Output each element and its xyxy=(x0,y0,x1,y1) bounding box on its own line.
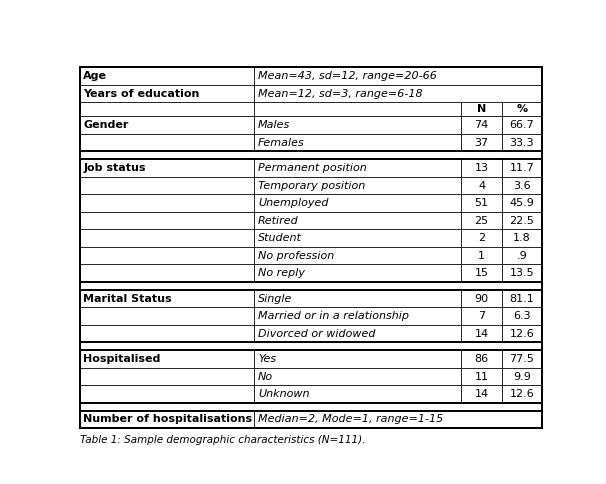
Text: 1: 1 xyxy=(478,251,485,261)
Text: Hospitalised: Hospitalised xyxy=(83,354,161,364)
Text: 11.7: 11.7 xyxy=(510,163,534,173)
Text: 1.8: 1.8 xyxy=(513,233,531,243)
Text: 74: 74 xyxy=(474,120,488,130)
Text: No: No xyxy=(258,372,273,381)
Text: Mean=43, sd=12, range=20-66: Mean=43, sd=12, range=20-66 xyxy=(258,71,437,81)
Text: Age: Age xyxy=(83,71,107,81)
Text: 51: 51 xyxy=(474,198,488,208)
Text: Permanent position: Permanent position xyxy=(258,163,367,173)
Text: Table 1: Sample demographic characteristics (N=111).: Table 1: Sample demographic characterist… xyxy=(79,435,365,445)
Text: Females: Females xyxy=(258,138,305,148)
Text: 14: 14 xyxy=(474,389,488,399)
Text: Years of education: Years of education xyxy=(83,89,199,99)
Text: Yes: Yes xyxy=(258,354,276,364)
Text: 13: 13 xyxy=(474,163,488,173)
Text: Males: Males xyxy=(258,120,290,130)
Text: Number of hospitalisations: Number of hospitalisations xyxy=(83,414,252,424)
Text: Job status: Job status xyxy=(83,163,146,173)
Text: No reply: No reply xyxy=(258,268,305,278)
Text: 37: 37 xyxy=(474,138,488,148)
Text: Unknown: Unknown xyxy=(258,389,310,399)
Text: Single: Single xyxy=(258,294,292,303)
Text: %: % xyxy=(516,105,527,114)
Text: 77.5: 77.5 xyxy=(510,354,534,364)
Text: 90: 90 xyxy=(474,294,488,303)
Text: 66.7: 66.7 xyxy=(510,120,534,130)
Text: 15: 15 xyxy=(474,268,488,278)
Text: Unemployed: Unemployed xyxy=(258,198,328,208)
Text: 2: 2 xyxy=(478,233,485,243)
Text: 14: 14 xyxy=(474,329,488,339)
Text: 45.9: 45.9 xyxy=(510,198,534,208)
Text: .9: .9 xyxy=(516,251,527,261)
Text: Student: Student xyxy=(258,233,302,243)
Text: 6.3: 6.3 xyxy=(513,311,531,321)
Text: Median=2, Mode=1, range=1-15: Median=2, Mode=1, range=1-15 xyxy=(258,414,443,424)
Text: Retired: Retired xyxy=(258,216,299,226)
Text: Gender: Gender xyxy=(83,120,128,130)
Text: No profession: No profession xyxy=(258,251,335,261)
Text: 86: 86 xyxy=(474,354,488,364)
Text: 7: 7 xyxy=(478,311,485,321)
Text: Married or in a relationship: Married or in a relationship xyxy=(258,311,409,321)
Text: 11: 11 xyxy=(474,372,488,381)
Text: 33.3: 33.3 xyxy=(510,138,534,148)
Text: N: N xyxy=(477,105,486,114)
Text: 4: 4 xyxy=(478,181,485,191)
Text: 3.6: 3.6 xyxy=(513,181,531,191)
Text: Temporary position: Temporary position xyxy=(258,181,365,191)
Text: 12.6: 12.6 xyxy=(510,329,534,339)
Text: 25: 25 xyxy=(474,216,488,226)
Text: Mean=12, sd=3, range=6-18: Mean=12, sd=3, range=6-18 xyxy=(258,89,422,99)
Text: Marital Status: Marital Status xyxy=(83,294,172,303)
Text: 13.5: 13.5 xyxy=(510,268,534,278)
Text: Divorced or widowed: Divorced or widowed xyxy=(258,329,376,339)
Text: 22.5: 22.5 xyxy=(510,216,534,226)
Text: 9.9: 9.9 xyxy=(513,372,531,381)
Text: 81.1: 81.1 xyxy=(510,294,534,303)
Text: 12.6: 12.6 xyxy=(510,389,534,399)
